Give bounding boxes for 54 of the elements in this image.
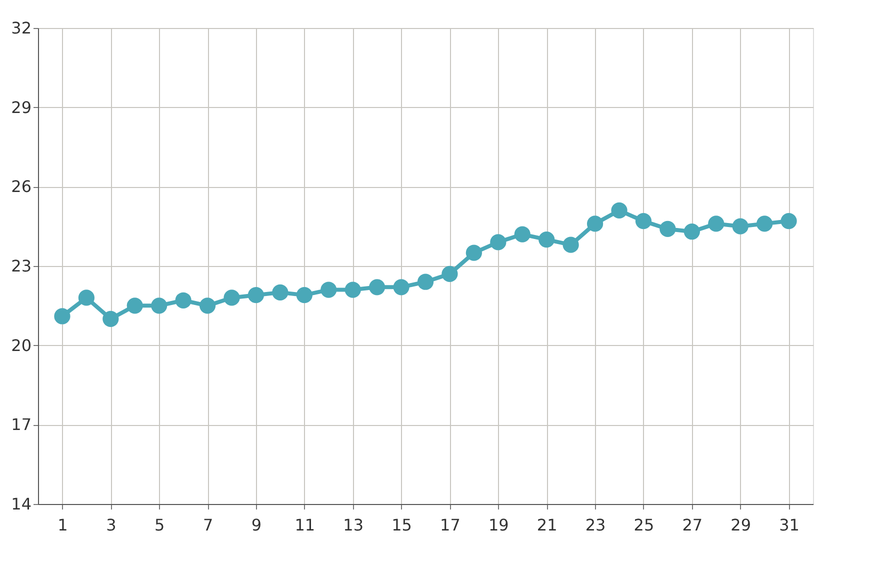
point: [126, 298, 143, 314]
point: [199, 298, 216, 314]
point: [538, 232, 555, 248]
point: [780, 213, 797, 230]
x-tick-label: 27: [682, 516, 703, 534]
x-tick-label: 21: [536, 516, 558, 534]
x-tick-label: 13: [343, 516, 364, 534]
point: [732, 218, 748, 234]
y-tick-label: 14: [11, 494, 32, 514]
y-tick-label: 29: [11, 98, 32, 117]
point: [417, 274, 434, 290]
point: [562, 236, 579, 253]
point: [272, 284, 288, 300]
point: [442, 266, 458, 282]
y-tick-label: 32: [11, 18, 32, 38]
point: [224, 290, 240, 306]
y-tick-label: 23: [11, 256, 32, 276]
x-tick-label: 19: [488, 516, 509, 534]
point: [708, 216, 724, 232]
y-tick-label: 17: [11, 415, 32, 434]
point: [635, 213, 652, 230]
point: [54, 308, 70, 324]
point: [756, 216, 773, 232]
x-tick-label: 3: [106, 516, 116, 534]
point: [344, 282, 361, 298]
point: [102, 310, 119, 327]
x-tick-label: 23: [585, 516, 606, 534]
point: [296, 287, 312, 304]
point: [320, 282, 337, 298]
x-tick-label: 29: [730, 516, 752, 534]
x-tick-label: 15: [392, 516, 412, 534]
point: [660, 220, 676, 238]
point: [175, 292, 192, 308]
x-tick-label: 1: [58, 516, 68, 534]
point: [369, 279, 386, 296]
x-tick-label: 7: [202, 516, 214, 534]
point: [514, 226, 530, 242]
point: [684, 224, 700, 240]
point: [248, 287, 264, 304]
point: [586, 216, 604, 232]
point: [151, 298, 168, 314]
x-tick-label: 17: [440, 516, 460, 534]
point: [466, 244, 482, 261]
point: [78, 290, 94, 306]
x-tick-label: 5: [154, 516, 165, 534]
y-tick-label: 20: [11, 336, 32, 355]
x-tick-label: 25: [634, 516, 654, 534]
x-tick-label: 31: [779, 516, 800, 534]
x-tick-label: 11: [294, 516, 316, 534]
x-tick-label: 9: [251, 516, 262, 534]
point: [611, 202, 628, 219]
point: [393, 279, 410, 296]
point: [490, 234, 506, 250]
y-tick-label: 26: [11, 177, 32, 196]
